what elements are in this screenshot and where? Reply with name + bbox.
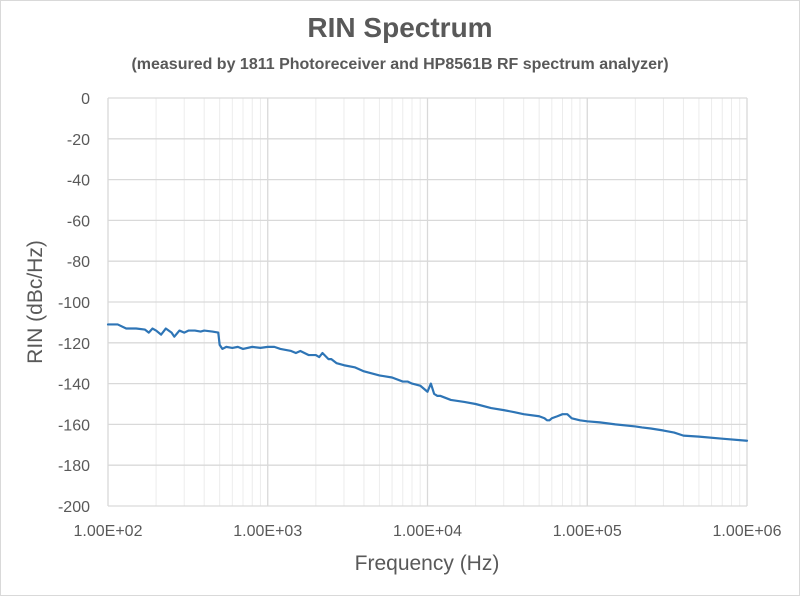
chart-subtitle: (measured by 1811 Photoreceiver and HP85… [131,56,669,73]
y-axis-title: RIN (dBc/Hz) [24,240,47,364]
y-tick-label: -180 [58,458,90,475]
x-tick-label: 1.00E+04 [393,523,462,540]
y-tick-label: -200 [58,499,90,516]
x-tick-label: 1.00E+03 [233,523,302,540]
y-tick-label: -80 [67,254,90,271]
y-tick-label: -20 [67,132,90,149]
y-tick-label: -60 [67,213,90,230]
y-tick-label: -160 [58,417,90,434]
y-tick-labels: 0 -20 -40 -60 -80 -100 -120 -140 -160 -180 -200 [58,91,90,516]
series-line-0 [106,323,749,442]
y-tick-label: -140 [58,377,90,394]
plot-gridlines [107,97,748,507]
x-tick-labels: 1.00E+02 1.00E+03 1.00E+04 1.00E+05 1.00E+06 [74,523,782,540]
x-axis-title: Frequency (Hz) [355,552,500,575]
x-tick-label: 1.00E+02 [74,523,143,540]
y-tick-label: 0 [81,91,90,108]
x-tick-label: 1.00E+05 [553,523,622,540]
y-tick-label: -100 [58,295,90,312]
y-tick-label: -120 [58,336,90,353]
y-tick-label: -40 [67,173,90,190]
chart-title: RIN Spectrum [307,12,493,43]
series-group [106,323,749,442]
x-tick-label: 1.00E+06 [713,523,782,540]
